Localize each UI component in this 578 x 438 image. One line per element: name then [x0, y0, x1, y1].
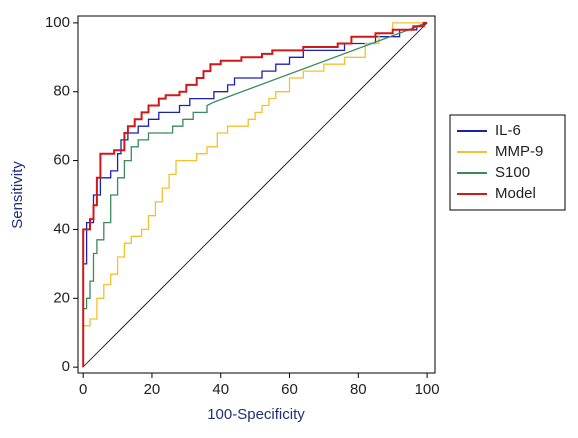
x-tick-label: 100 [415, 381, 440, 398]
x-tick-label: 0 [79, 381, 87, 398]
x-tick-label: 40 [212, 381, 229, 398]
y-tick-label: 0 [62, 358, 70, 375]
y-tick-label: 40 [53, 220, 70, 237]
legend-label: S100 [495, 164, 530, 181]
x-tick-label: 20 [144, 381, 161, 398]
y-tick-label: 100 [45, 14, 70, 31]
roc-curve [82, 21, 428, 368]
y-axis-label: Sensitivity [9, 161, 26, 229]
legend-label: MMP-9 [495, 143, 543, 160]
x-tick-label: 60 [281, 381, 298, 398]
reference-diagonal [82, 22, 428, 368]
x-axis-label: 100-Specificity [207, 406, 305, 423]
roc-curve [82, 22, 428, 368]
y-tick-label: 20 [53, 289, 70, 306]
x-tick-label: 80 [350, 381, 367, 398]
legend-label: IL-6 [495, 122, 521, 139]
y-tick-label: 60 [53, 152, 70, 169]
y-tick-label: 80 [53, 83, 70, 100]
plot-frame [77, 15, 436, 374]
roc-curve [82, 22, 428, 368]
legend-label: Model [495, 185, 536, 202]
roc-curve [82, 22, 428, 368]
